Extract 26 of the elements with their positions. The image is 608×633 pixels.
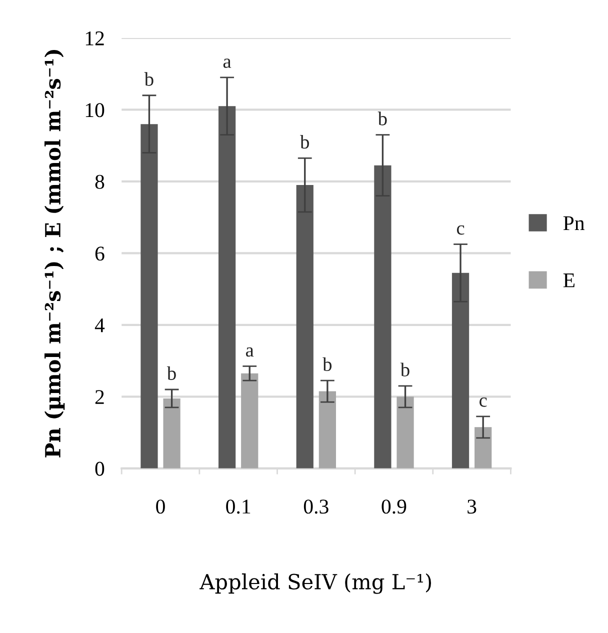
data-label: b xyxy=(166,366,176,380)
y-tick-label: 12 xyxy=(86,31,104,46)
y-axis-title: Pn (µmol m⁻²s⁻¹) ; E (mmol m⁻²s⁻¹) xyxy=(44,50,65,458)
data-label: b xyxy=(400,362,410,376)
data-label: b xyxy=(300,134,309,149)
y-tick-label: 0 xyxy=(95,462,104,476)
data-label: b xyxy=(144,72,154,86)
x-axis-title: Appleid SeIV (mg L⁻¹) xyxy=(200,573,431,594)
x-tick-label: 0.3 xyxy=(304,500,328,514)
data-label: b xyxy=(322,357,332,372)
x-tick-label: 0.1 xyxy=(226,500,250,514)
y-tick-label: 6 xyxy=(95,246,104,261)
x-tick-label: 0.9 xyxy=(382,500,406,514)
data-label: a xyxy=(223,58,232,68)
y-tick-label: 2 xyxy=(95,390,104,404)
legend-label: E xyxy=(563,274,574,288)
data-label: a xyxy=(246,347,254,357)
data-label: c xyxy=(456,225,464,235)
y-tick-label: 10 xyxy=(86,103,104,118)
y-tick-label: 4 xyxy=(94,318,105,332)
data-label: b xyxy=(378,112,387,126)
x-tick-label: 3 xyxy=(468,500,476,514)
legend-label: Pn xyxy=(563,216,584,230)
y-tick-label: 8 xyxy=(95,174,104,189)
x-tick-label: 0 xyxy=(156,500,165,514)
data-label: c xyxy=(480,398,487,407)
